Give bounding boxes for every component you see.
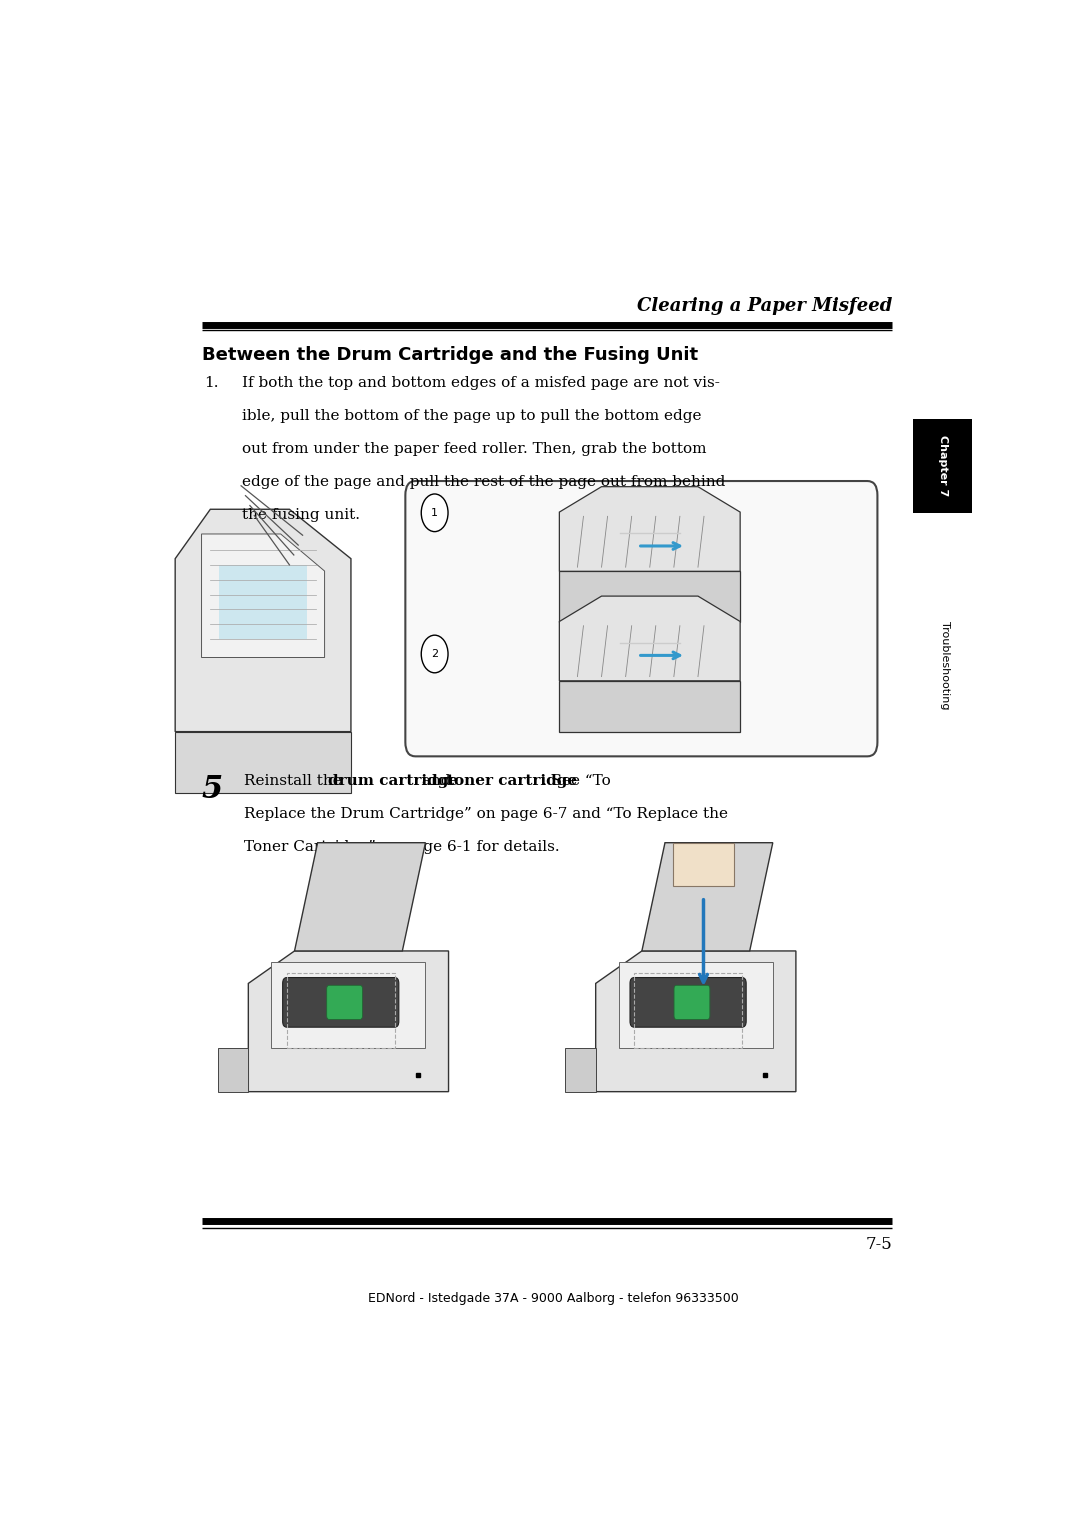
Text: Reinstall the: Reinstall the <box>244 775 347 788</box>
Polygon shape <box>565 1048 596 1091</box>
Text: drum cartridge: drum cartridge <box>328 775 458 788</box>
FancyBboxPatch shape <box>283 978 399 1027</box>
Text: Chapter 7: Chapter 7 <box>937 435 948 497</box>
FancyBboxPatch shape <box>405 481 877 756</box>
Text: 2: 2 <box>431 649 438 659</box>
Polygon shape <box>559 681 740 732</box>
Text: 7-5: 7-5 <box>866 1236 892 1253</box>
Polygon shape <box>248 950 448 1091</box>
Polygon shape <box>559 596 740 681</box>
Text: . See “To: . See “To <box>542 775 610 788</box>
FancyBboxPatch shape <box>630 978 746 1027</box>
Text: the fusing unit.: the fusing unit. <box>242 509 360 523</box>
Polygon shape <box>642 843 773 950</box>
Text: edge of the page and pull the rest of the page out from behind: edge of the page and pull the rest of th… <box>242 475 726 489</box>
Polygon shape <box>559 571 740 622</box>
Polygon shape <box>217 1048 248 1091</box>
Text: Between the Drum Cartridge and the Fusing Unit: Between the Drum Cartridge and the Fusin… <box>202 345 698 364</box>
Text: ible, pull the bottom of the page up to pull the bottom edge: ible, pull the bottom of the page up to … <box>242 410 702 423</box>
Text: 1.: 1. <box>204 376 219 390</box>
FancyBboxPatch shape <box>326 986 363 1019</box>
Text: toner cartridge: toner cartridge <box>447 775 577 788</box>
Polygon shape <box>559 487 740 571</box>
Text: Replace the Drum Cartridge” on page 6-7 and “To Replace the: Replace the Drum Cartridge” on page 6-7 … <box>244 807 728 821</box>
Text: Troubleshooting: Troubleshooting <box>941 622 950 711</box>
Polygon shape <box>202 533 325 657</box>
FancyBboxPatch shape <box>674 986 710 1019</box>
Circle shape <box>421 494 448 532</box>
Polygon shape <box>175 732 351 793</box>
Text: If both the top and bottom edges of a misfed page are not vis-: If both the top and bottom edges of a mi… <box>242 376 720 390</box>
Polygon shape <box>175 509 351 732</box>
Polygon shape <box>673 843 734 886</box>
Text: and: and <box>417 775 455 788</box>
Polygon shape <box>295 843 426 950</box>
Text: Toner Cartridge” on page 6-1 for details.: Toner Cartridge” on page 6-1 for details… <box>244 840 559 854</box>
Text: 5: 5 <box>202 775 224 805</box>
Text: 1: 1 <box>431 507 438 518</box>
Polygon shape <box>596 950 796 1091</box>
Text: out from under the paper feed roller. Then, grab the bottom: out from under the paper feed roller. Th… <box>242 442 706 457</box>
Polygon shape <box>219 565 307 639</box>
Text: EDNord - Istedgade 37A - 9000 Aalborg - telefon 96333500: EDNord - Istedgade 37A - 9000 Aalborg - … <box>368 1291 739 1305</box>
Circle shape <box>421 636 448 672</box>
Text: Clearing a Paper Misfeed: Clearing a Paper Misfeed <box>637 296 892 315</box>
Polygon shape <box>271 961 426 1048</box>
FancyBboxPatch shape <box>914 419 972 513</box>
Polygon shape <box>619 961 773 1048</box>
